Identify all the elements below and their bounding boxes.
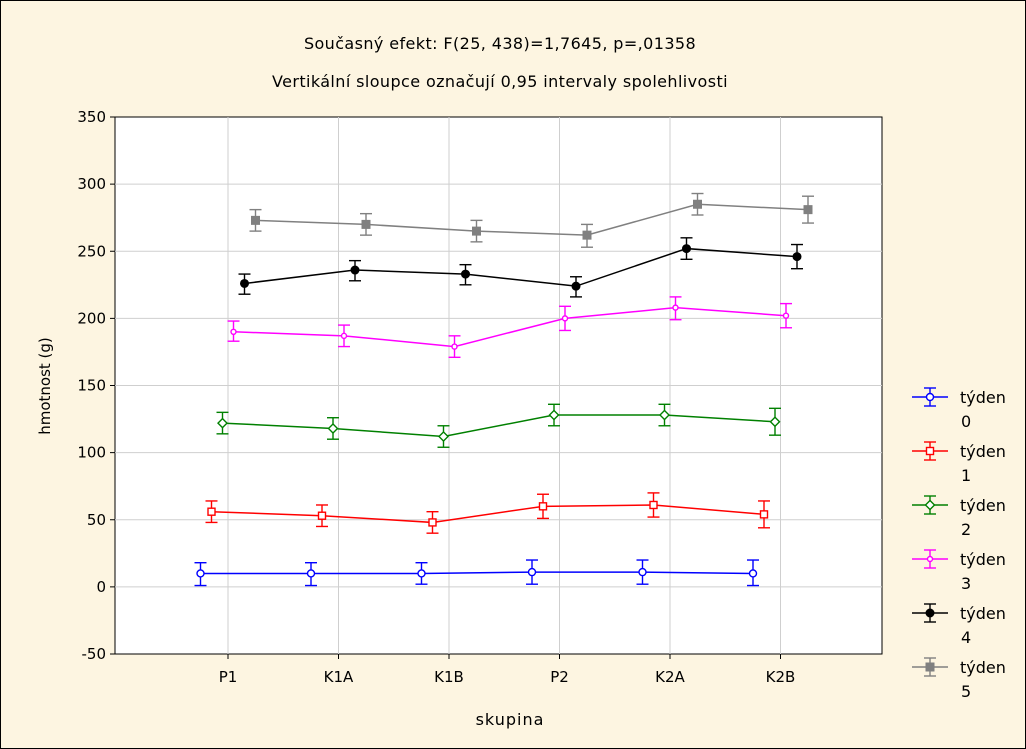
y-tick-label: 300 [77, 175, 106, 193]
data-point [527, 567, 537, 577]
data-point [438, 431, 449, 443]
data-point [317, 511, 327, 520]
x-tick-label: K1A [324, 668, 354, 686]
data-point [472, 226, 481, 236]
data-point [925, 446, 935, 456]
legend-item: týden 1 [912, 441, 1006, 485]
series-line [200, 571, 754, 575]
legend-item: týden 0 [912, 387, 1006, 431]
data-point [361, 219, 371, 229]
series-group [238, 237, 803, 298]
chart-title: Současný efekt: F(25, 438)=1,7645, p=,01… [303, 34, 697, 53]
data-point [769, 416, 781, 428]
data-point [582, 230, 592, 240]
legend-label-suffix: 2 [961, 520, 971, 539]
y-tick-label: -50 [82, 645, 107, 663]
series-line [255, 203, 809, 236]
data-point [340, 332, 348, 340]
x-tick-label: K2A [655, 668, 685, 686]
data-point [924, 499, 936, 511]
data-point [306, 569, 316, 578]
data-point [649, 500, 658, 510]
data-point [538, 502, 548, 511]
x-tick-label: P1 [219, 668, 238, 686]
x-tick-label: K1B [434, 668, 464, 686]
series-line [233, 306, 787, 348]
y-tick-label: 200 [77, 309, 106, 327]
data-point [196, 569, 205, 578]
chart-subtitle: Vertikální sloupce označují 0,95 interva… [272, 72, 728, 91]
series-group [205, 492, 770, 534]
data-point [240, 278, 249, 288]
legend-label: týden [960, 388, 1006, 407]
legend-label-suffix: 4 [961, 628, 971, 647]
y-tick-label: 150 [77, 377, 106, 395]
data-point [451, 343, 458, 350]
data-point [682, 244, 691, 254]
legend-label-suffix: 0 [961, 412, 971, 431]
y-axis-label: hmotnost (g) [36, 337, 54, 435]
legend-item: týden 3 [912, 549, 1006, 593]
data-point [659, 409, 670, 421]
legend-label: týden [960, 496, 1006, 515]
data-point [925, 608, 935, 618]
series-line [211, 504, 765, 524]
y-tick-label: 350 [77, 108, 106, 126]
legend-label-suffix: 5 [961, 682, 971, 701]
data-point [782, 312, 790, 319]
legend-label-suffix: 1 [961, 466, 971, 485]
data-point [748, 569, 758, 578]
data-point [926, 555, 934, 563]
series-line [222, 414, 776, 438]
data-point [327, 422, 339, 434]
x-tick-label: P2 [550, 668, 569, 686]
legend-label: týden [960, 442, 1006, 461]
y-tick-label: 0 [96, 578, 106, 596]
data-point [638, 567, 647, 577]
data-point [207, 507, 216, 516]
legend-label-suffix: 3 [961, 574, 971, 593]
data-point [925, 662, 935, 672]
data-point [548, 409, 560, 421]
data-point [803, 205, 813, 215]
data-point [428, 518, 437, 527]
legend-label: týden [960, 550, 1006, 569]
data-point [693, 199, 702, 209]
x-tick-label: K2B [766, 668, 796, 686]
legend-item: týden 5 [912, 657, 1006, 701]
series-group [249, 192, 814, 248]
legend-label: týden [960, 604, 1006, 623]
series-group [227, 296, 792, 359]
data-point [417, 569, 426, 578]
series-group [194, 559, 759, 587]
data-point [350, 265, 360, 275]
data-point [561, 315, 569, 322]
legend-label: týden [960, 658, 1006, 677]
data-point [571, 281, 581, 291]
y-tick-label: 50 [87, 511, 106, 529]
x-axis-label: skupina [476, 710, 545, 729]
series-group [216, 403, 781, 448]
data-point [672, 304, 679, 311]
data-point [792, 252, 802, 262]
legend-item: týden 4 [912, 603, 1006, 647]
y-tick-label: 250 [77, 242, 106, 260]
data-point [925, 392, 935, 402]
y-tick-label: 100 [77, 444, 106, 462]
legend-item: týden 2 [912, 495, 1006, 539]
data-point [251, 215, 260, 225]
data-point [759, 510, 769, 519]
data-point [230, 328, 237, 335]
data-point [217, 417, 228, 429]
series-line [244, 247, 798, 287]
data-point [461, 269, 470, 279]
